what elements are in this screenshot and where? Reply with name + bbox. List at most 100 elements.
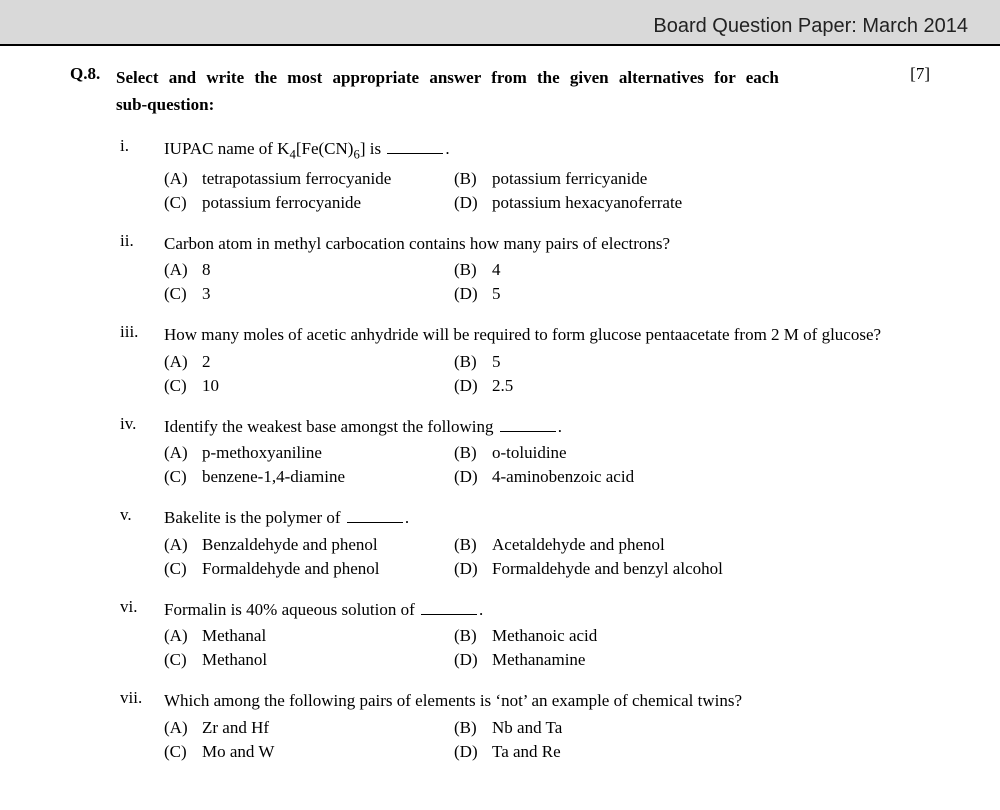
options-grid: (A)Methanal(B)Methanoic acid(C)Methanol(… [164,626,930,670]
sub-question-body: Carbon atom in methyl carbocation contai… [164,231,930,305]
option-letter: (D) [454,467,492,487]
option-letter: (C) [164,650,202,670]
option-a[interactable]: (A)Benzaldehyde and phenol [164,535,454,555]
option-c[interactable]: (C)Formaldehyde and phenol [164,559,454,579]
sub-question-stem: How many moles of acetic anhydride will … [164,322,930,348]
option-d[interactable]: (D)potassium hexacyanoferrate [454,193,930,213]
header-bar: Board Question Paper: March 2014 [0,0,1000,46]
blank-line [500,431,556,432]
sub-question-stem: IUPAC name of K4[Fe(CN)6] is . [164,136,930,165]
sub-question-list: i.IUPAC name of K4[Fe(CN)6] is .(A)tetra… [70,136,930,762]
option-text: Nb and Ta [492,718,930,738]
option-text: 2 [202,352,454,372]
option-a[interactable]: (A)tetrapotassium ferrocyanide [164,169,454,189]
option-d[interactable]: (D)Ta and Re [454,742,930,762]
option-a[interactable]: (A)8 [164,260,454,280]
option-b[interactable]: (B)o-toluidine [454,443,930,463]
sub-question: i.IUPAC name of K4[Fe(CN)6] is . (A)tetra… [116,136,930,213]
option-text: 4 [492,260,930,280]
option-letter: (D) [454,376,492,396]
blank-line [421,614,477,615]
option-letter: (D) [454,284,492,304]
option-text: Benzaldehyde and phenol [202,535,454,555]
sub-question: vii.Which among the following pairs of e… [116,688,930,762]
option-c[interactable]: (C)benzene-1,4-diamine [164,467,454,487]
option-d[interactable]: (D)5 [454,284,930,304]
option-text: 2.5 [492,376,930,396]
question-stem-line1: Select and write the most appropriate an… [116,68,779,87]
option-d[interactable]: (D)4-aminobenzoic acid [454,467,930,487]
sub-question-stem: Identify the weakest base amongst the fo… [164,414,930,440]
option-text: Formaldehyde and benzyl alcohol [492,559,930,579]
option-d[interactable]: (D)Formaldehyde and benzyl alcohol [454,559,930,579]
option-letter: (B) [454,260,492,280]
option-letter: (B) [454,626,492,646]
option-c[interactable]: (C)potassium ferrocyanide [164,193,454,213]
roman-numeral: i. [116,136,164,213]
sub-question: ii.Carbon atom in methyl carbocation con… [116,231,930,305]
option-letter: (A) [164,718,202,738]
blank-line [347,522,403,523]
option-b[interactable]: (B)4 [454,260,930,280]
option-text: 8 [202,260,454,280]
option-letter: (A) [164,535,202,555]
option-d[interactable]: (D)Methanamine [454,650,930,670]
option-letter: (C) [164,284,202,304]
sub-question: iv.Identify the weakest base amongst the… [116,414,930,488]
option-text: Methanal [202,626,454,646]
option-text: Methanoic acid [492,626,930,646]
option-c[interactable]: (C)10 [164,376,454,396]
roman-numeral: v. [116,505,164,579]
question-number: Q.8. [70,64,116,84]
sub-question-body: How many moles of acetic anhydride will … [164,322,930,396]
option-b[interactable]: (B)Acetaldehyde and phenol [454,535,930,555]
option-c[interactable]: (C)Methanol [164,650,454,670]
option-letter: (A) [164,626,202,646]
option-letter: (A) [164,443,202,463]
option-letter: (D) [454,742,492,762]
sub-question: v.Bakelite is the polymer of . (A)Benzald… [116,505,930,579]
option-b[interactable]: (B)Methanoic acid [454,626,930,646]
option-letter: (C) [164,193,202,213]
option-letter: (B) [454,535,492,555]
sub-question-stem: Carbon atom in methyl carbocation contai… [164,231,930,257]
option-text: benzene-1,4-diamine [202,467,454,487]
option-a[interactable]: (A)Zr and Hf [164,718,454,738]
option-text: 4-aminobenzoic acid [492,467,930,487]
option-a[interactable]: (A)2 [164,352,454,372]
option-text: tetrapotassium ferrocyanide [202,169,454,189]
option-text: Methanol [202,650,454,670]
option-a[interactable]: (A)p-methoxyaniline [164,443,454,463]
option-letter: (B) [454,352,492,372]
option-text: 10 [202,376,454,396]
option-b[interactable]: (B)Nb and Ta [454,718,930,738]
option-letter: (D) [454,193,492,213]
option-text: p-methoxyaniline [202,443,454,463]
sub-question-body: Which among the following pairs of eleme… [164,688,930,762]
option-letter: (D) [454,650,492,670]
sub-question: vi.Formalin is 40% aqueous solution of .… [116,597,930,671]
option-c[interactable]: (C)Mo and W [164,742,454,762]
option-b[interactable]: (B)5 [454,352,930,372]
sub-question-stem: Bakelite is the polymer of . [164,505,930,531]
option-text: potassium ferricyanide [492,169,930,189]
option-a[interactable]: (A)Methanal [164,626,454,646]
option-text: Acetaldehyde and phenol [492,535,930,555]
options-grid: (A)8(B)4(C)3(D)5 [164,260,930,304]
roman-numeral: ii. [116,231,164,305]
option-text: o-toluidine [492,443,930,463]
option-text: 5 [492,284,930,304]
options-grid: (A)tetrapotassium ferrocyanide(B)potassi… [164,169,930,213]
options-grid: (A)Zr and Hf(B)Nb and Ta(C)Mo and W(D)Ta… [164,718,930,762]
option-d[interactable]: (D)2.5 [454,376,930,396]
option-letter: (C) [164,742,202,762]
option-letter: (A) [164,352,202,372]
option-text: potassium ferrocyanide [202,193,454,213]
option-letter: (B) [454,169,492,189]
option-c[interactable]: (C)3 [164,284,454,304]
option-text: Zr and Hf [202,718,454,738]
option-text: Mo and W [202,742,454,762]
blank-line [387,153,443,154]
option-b[interactable]: (B)potassium ferricyanide [454,169,930,189]
sub-question-body: Bakelite is the polymer of . (A)Benzaldeh… [164,505,930,579]
